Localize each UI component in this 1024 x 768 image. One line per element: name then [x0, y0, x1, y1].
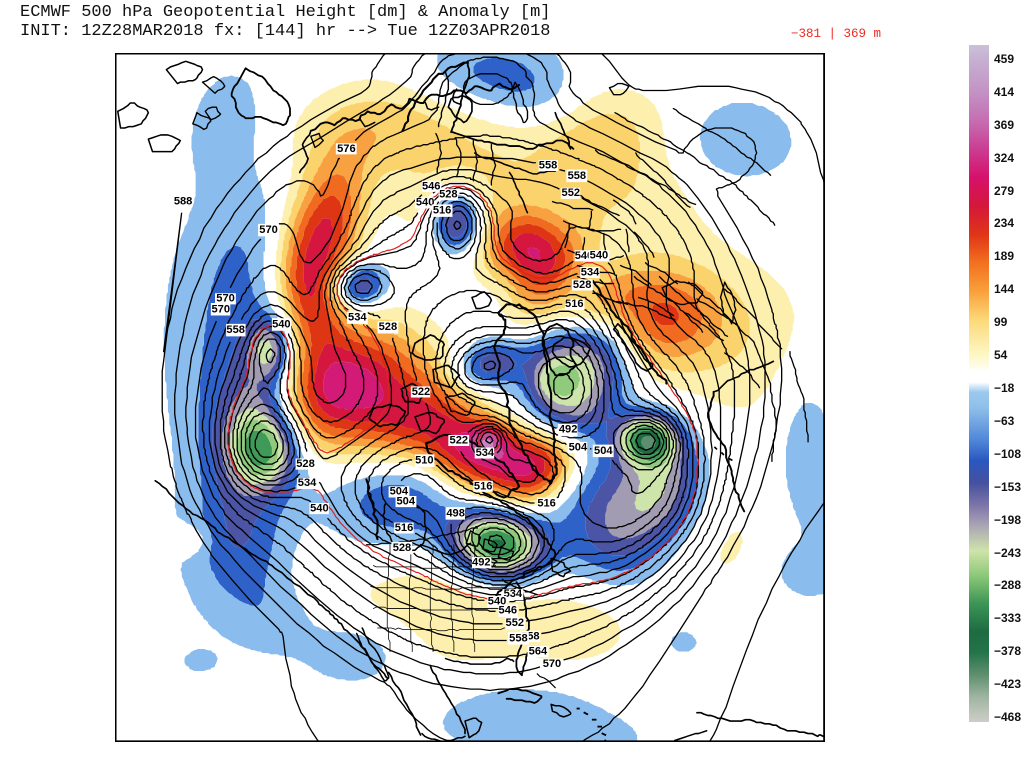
svg-text:540: 540 [575, 250, 594, 262]
svg-text:528: 528 [573, 279, 592, 291]
svg-text:570: 570 [543, 658, 562, 670]
svg-text:516: 516 [565, 298, 584, 310]
svg-text:570: 570 [259, 224, 278, 236]
svg-text:522: 522 [450, 434, 469, 446]
svg-text:570: 570 [216, 292, 235, 304]
svg-text:570: 570 [211, 303, 230, 315]
svg-text:558: 558 [539, 160, 558, 172]
svg-text:516: 516 [474, 480, 493, 492]
svg-text:564: 564 [529, 645, 548, 657]
svg-text:522: 522 [412, 386, 431, 398]
svg-text:516: 516 [537, 497, 556, 509]
svg-text:504: 504 [396, 495, 415, 507]
svg-text:534: 534 [298, 477, 317, 489]
svg-text:588: 588 [174, 195, 193, 207]
svg-text:498: 498 [446, 507, 465, 519]
svg-text:534: 534 [348, 312, 367, 324]
svg-text:558: 558 [226, 324, 245, 336]
svg-text:528: 528 [393, 542, 412, 554]
svg-text:540: 540 [310, 502, 329, 514]
svg-text:558: 558 [509, 632, 528, 644]
svg-text:552: 552 [506, 617, 525, 629]
svg-text:510: 510 [415, 454, 434, 466]
svg-text:528: 528 [379, 321, 398, 333]
svg-text:540: 540 [272, 318, 291, 330]
svg-text:504: 504 [569, 441, 588, 453]
svg-text:528: 528 [439, 189, 458, 201]
svg-text:528: 528 [296, 458, 315, 470]
svg-text:534: 534 [504, 588, 523, 600]
svg-text:534: 534 [581, 267, 600, 279]
svg-text:540: 540 [590, 250, 609, 262]
svg-text:516: 516 [433, 205, 452, 217]
svg-text:546: 546 [422, 181, 441, 193]
svg-text:504: 504 [594, 445, 613, 457]
svg-text:558: 558 [568, 170, 587, 182]
svg-text:504: 504 [390, 485, 409, 497]
svg-text:552: 552 [562, 187, 581, 199]
svg-text:546: 546 [499, 605, 518, 617]
svg-text:492: 492 [559, 424, 578, 436]
svg-text:516: 516 [395, 522, 414, 534]
svg-text:576: 576 [337, 143, 356, 155]
svg-text:534: 534 [476, 447, 495, 459]
svg-text:540: 540 [416, 197, 435, 209]
svg-text:492: 492 [472, 556, 491, 568]
